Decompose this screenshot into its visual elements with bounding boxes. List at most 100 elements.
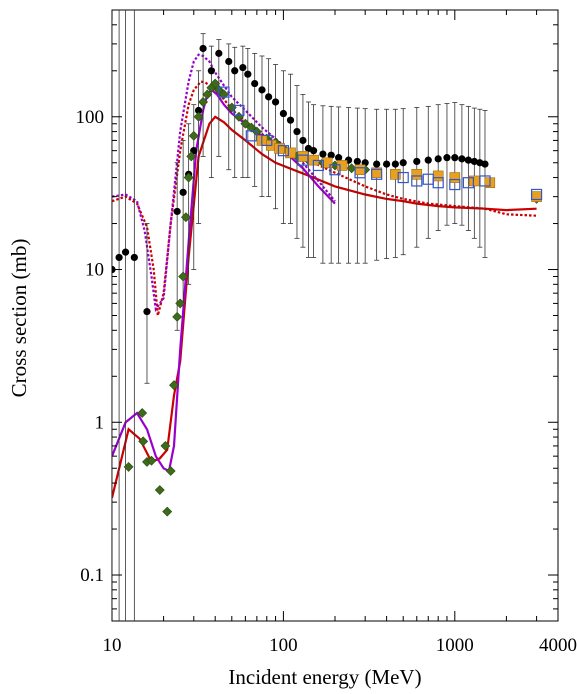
data-point-open-square: [277, 145, 290, 157]
data-point-circle: [309, 147, 318, 155]
data-point-square: [354, 164, 366, 176]
data-point-diamond: [246, 122, 257, 133]
data-point-circle: [373, 160, 381, 168]
data-point-open-square: [449, 178, 461, 191]
data-point-circle: [458, 155, 466, 163]
x-tick-label: 100: [269, 635, 298, 656]
data-point-square: [336, 160, 348, 171]
model-curve-dashed: [112, 80, 537, 316]
x-axis-label: Incident energy (MeV): [228, 665, 421, 689]
data-point-square: [432, 170, 444, 182]
data-point-diamond: [146, 455, 157, 466]
data-point-square: [469, 175, 480, 187]
x-tick-label: 10: [103, 635, 122, 656]
data-point-diamond: [202, 89, 213, 100]
data-point-open-square: [432, 177, 444, 189]
data-point-square: [285, 147, 296, 159]
data-point-circle: [265, 93, 273, 101]
data-point-diamond: [186, 151, 197, 162]
x-tick-label: 4000: [539, 635, 577, 656]
x-tick-label: 1000: [436, 635, 474, 656]
data-point-open-square: [261, 134, 273, 147]
data-point-open-square: [354, 167, 366, 179]
data-point-circle: [451, 154, 459, 162]
data-point-circle: [327, 151, 335, 159]
y-tick-label: 0.1: [80, 565, 104, 586]
data-point-square: [411, 169, 423, 180]
data-point-circle: [464, 156, 472, 164]
data-point-circle: [258, 86, 266, 94]
data-point-square: [321, 157, 333, 169]
data-point-circle: [225, 57, 233, 66]
data-point-open-square: [479, 175, 491, 187]
data-point-square: [274, 143, 285, 154]
data-point-circle: [244, 70, 252, 78]
data-point-open-square: [411, 175, 423, 187]
data-point-open-square: [245, 130, 257, 142]
data-point-square: [449, 172, 461, 183]
data-point-circle: [470, 157, 478, 166]
data-point-circle: [199, 44, 207, 53]
data-point-circle: [130, 253, 138, 262]
data-point-circle: [434, 155, 442, 163]
data-point-circle: [279, 109, 288, 118]
data-point-open-square: [530, 188, 543, 201]
data-point-diamond: [210, 78, 221, 89]
data-point-diamond: [188, 130, 199, 141]
y-tick-label: 1: [95, 412, 105, 433]
data-point-circle: [231, 67, 239, 75]
data-point-circle: [413, 157, 421, 166]
model-curves: [112, 53, 537, 499]
data-point-diamond: [154, 485, 165, 495]
data-point-circle: [115, 253, 123, 262]
data-point-circle: [335, 154, 343, 162]
model-curve-dashed: [112, 53, 336, 313]
data-point-circle: [319, 150, 327, 158]
data-point-square: [531, 191, 542, 202]
data-point-diamond: [198, 97, 209, 107]
y-axis-label: Cross section (mb): [7, 239, 31, 398]
data-point-diamond: [169, 380, 179, 391]
data-point-diamond: [193, 111, 204, 122]
data-point-circle: [179, 188, 187, 196]
data-point-open-square: [218, 86, 230, 98]
data-point-diamond: [183, 172, 194, 183]
data-point-circle: [399, 159, 407, 167]
y-tick-label: 10: [85, 260, 104, 281]
data-point-circle: [271, 98, 280, 106]
data-markers: [112, 44, 543, 517]
data-point-circle: [424, 156, 432, 164]
data-point-diamond: [137, 408, 148, 418]
data-point-open-square: [233, 104, 245, 117]
data-point-circle: [353, 157, 361, 166]
data-point-diamond: [138, 436, 149, 447]
data-point-diamond: [175, 298, 186, 309]
data-point-open-square: [397, 171, 409, 184]
data-point-circle: [293, 127, 301, 136]
data-point-circle: [299, 136, 307, 145]
error-bars: [112, 10, 488, 621]
data-point-open-square: [462, 177, 474, 189]
axis-ticks: 0.1 1 10 100 10 100 1000 4000: [76, 9, 577, 656]
data-point-circle: [173, 207, 181, 216]
data-point-diamond: [181, 212, 191, 223]
data-point-circle: [286, 116, 295, 124]
data-point-circle: [382, 160, 391, 168]
data-point-diamond: [162, 506, 173, 517]
data-point-circle: [121, 248, 130, 256]
data-point-circle: [143, 308, 151, 316]
data-point-circle: [207, 67, 215, 75]
data-point-open-square: [297, 154, 309, 166]
data-point-circle: [251, 79, 259, 88]
data-point-diamond: [178, 271, 189, 282]
data-point-diamond: [165, 466, 176, 476]
data-point-square: [390, 169, 401, 180]
data-point-circle: [215, 49, 223, 57]
data-point-diamond: [160, 441, 171, 451]
data-point-circle: [391, 160, 399, 168]
data-point-circle: [481, 160, 489, 168]
data-point-open-square: [329, 164, 341, 176]
data-point-open-square: [312, 159, 324, 172]
data-point-open-square: [371, 168, 383, 180]
